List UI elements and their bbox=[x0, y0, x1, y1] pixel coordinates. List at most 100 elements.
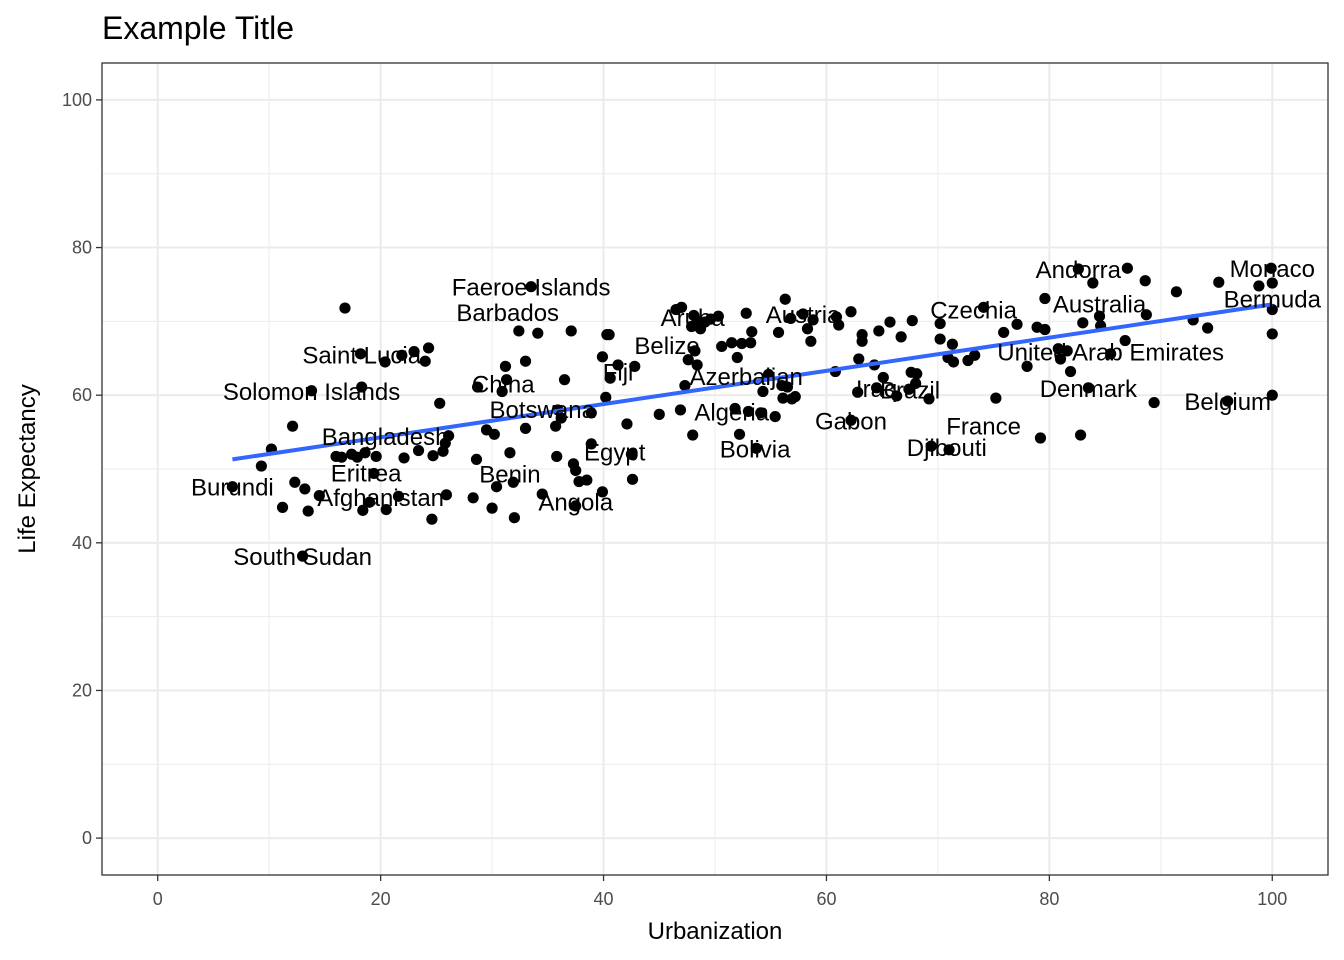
point-label: Belgium bbox=[1184, 389, 1271, 416]
data-point bbox=[807, 314, 819, 326]
data-point bbox=[603, 329, 615, 341]
data-point bbox=[779, 293, 791, 305]
data-point bbox=[1170, 286, 1183, 298]
data-point bbox=[1119, 334, 1131, 347]
point-label: Czechia bbox=[930, 298, 1017, 325]
data-point bbox=[946, 338, 958, 350]
data-point bbox=[470, 453, 483, 466]
data-point bbox=[679, 379, 691, 392]
point-label: Bermuda bbox=[1224, 286, 1322, 313]
point-label: South Sudan bbox=[233, 544, 372, 571]
data-point bbox=[412, 444, 425, 457]
data-point bbox=[604, 372, 616, 384]
data-point bbox=[978, 301, 990, 313]
data-point bbox=[736, 337, 748, 350]
data-point bbox=[1052, 343, 1064, 355]
data-point bbox=[805, 335, 817, 347]
data-point bbox=[359, 447, 371, 459]
data-point bbox=[729, 402, 741, 415]
data-point bbox=[716, 340, 728, 353]
point-label: Barbados bbox=[456, 300, 559, 327]
data-point bbox=[504, 447, 516, 459]
plot-border bbox=[101, 62, 1329, 876]
trend-line bbox=[232, 302, 1273, 462]
data-point bbox=[380, 504, 392, 516]
data-point bbox=[1061, 345, 1073, 357]
point-label: Andorra bbox=[1036, 257, 1122, 284]
data-point bbox=[370, 450, 382, 463]
data-point bbox=[297, 550, 309, 562]
data-point bbox=[305, 385, 318, 397]
data-point bbox=[255, 460, 267, 472]
data-point bbox=[427, 450, 439, 462]
data-point bbox=[1140, 309, 1152, 321]
data-point bbox=[1139, 275, 1151, 287]
data-point bbox=[629, 360, 641, 372]
data-point bbox=[276, 501, 289, 513]
point-label: Bangladesh bbox=[322, 424, 449, 451]
point-label: Angola bbox=[538, 489, 613, 516]
data-point bbox=[934, 333, 946, 345]
data-point bbox=[422, 342, 435, 354]
data-point bbox=[871, 382, 883, 394]
data-point bbox=[731, 351, 743, 364]
chart-title: Example Title bbox=[102, 10, 294, 46]
data-point bbox=[408, 346, 420, 358]
data-point bbox=[336, 451, 348, 463]
data-point bbox=[911, 368, 923, 380]
data-point bbox=[396, 349, 408, 361]
data-point bbox=[1077, 317, 1089, 329]
data-point bbox=[354, 348, 367, 360]
data-point bbox=[443, 430, 455, 442]
data-point bbox=[906, 315, 918, 327]
point-label: Solomon Islands bbox=[223, 379, 400, 406]
data-point bbox=[1074, 429, 1087, 441]
data-point bbox=[626, 473, 639, 485]
point-label: Eritrea bbox=[331, 461, 402, 488]
data-point bbox=[769, 410, 781, 423]
data-point bbox=[490, 481, 503, 493]
data-point bbox=[1265, 262, 1277, 274]
data-point bbox=[833, 319, 845, 331]
point-label: Botswana bbox=[490, 397, 596, 424]
data-point bbox=[363, 496, 376, 508]
data-point bbox=[674, 404, 687, 416]
point-label: United Arab Emirates bbox=[997, 340, 1224, 367]
data-point bbox=[339, 302, 351, 314]
data-point bbox=[675, 301, 688, 313]
data-point bbox=[726, 337, 738, 349]
data-point bbox=[1039, 292, 1051, 305]
x-tick-label: 0 bbox=[153, 889, 163, 909]
point-label: Fiji bbox=[603, 360, 634, 387]
data-point bbox=[434, 397, 446, 409]
x-tick-label: 80 bbox=[1039, 889, 1059, 909]
point-label: Austria bbox=[766, 302, 841, 329]
y-axis-title: Life Expectancy bbox=[14, 384, 41, 553]
point-label: Egypt bbox=[584, 439, 646, 466]
data-point bbox=[1148, 396, 1160, 409]
data-point bbox=[1093, 310, 1106, 322]
point-label: Djibouti bbox=[907, 435, 987, 462]
data-point bbox=[440, 489, 452, 501]
data-point bbox=[1213, 276, 1225, 288]
data-point bbox=[801, 323, 814, 335]
y-tick-label: 0 bbox=[82, 828, 92, 848]
data-point bbox=[873, 325, 885, 337]
data-point bbox=[508, 512, 520, 524]
data-point bbox=[682, 354, 694, 366]
data-point bbox=[596, 486, 609, 498]
data-point bbox=[746, 326, 758, 338]
data-point bbox=[426, 513, 438, 525]
y-tick-label: 40 bbox=[72, 533, 92, 553]
y-tick-label: 80 bbox=[72, 238, 92, 258]
data-point bbox=[691, 359, 703, 371]
data-point bbox=[689, 345, 701, 357]
data-point bbox=[1039, 323, 1051, 336]
data-point bbox=[496, 385, 508, 398]
data-point bbox=[1087, 277, 1099, 289]
point-label: Saint Lucia bbox=[302, 343, 421, 370]
data-point bbox=[1202, 322, 1214, 334]
point-label: France bbox=[946, 413, 1021, 440]
point-label: Gabon bbox=[815, 408, 887, 435]
point-label: Benin bbox=[479, 461, 540, 488]
